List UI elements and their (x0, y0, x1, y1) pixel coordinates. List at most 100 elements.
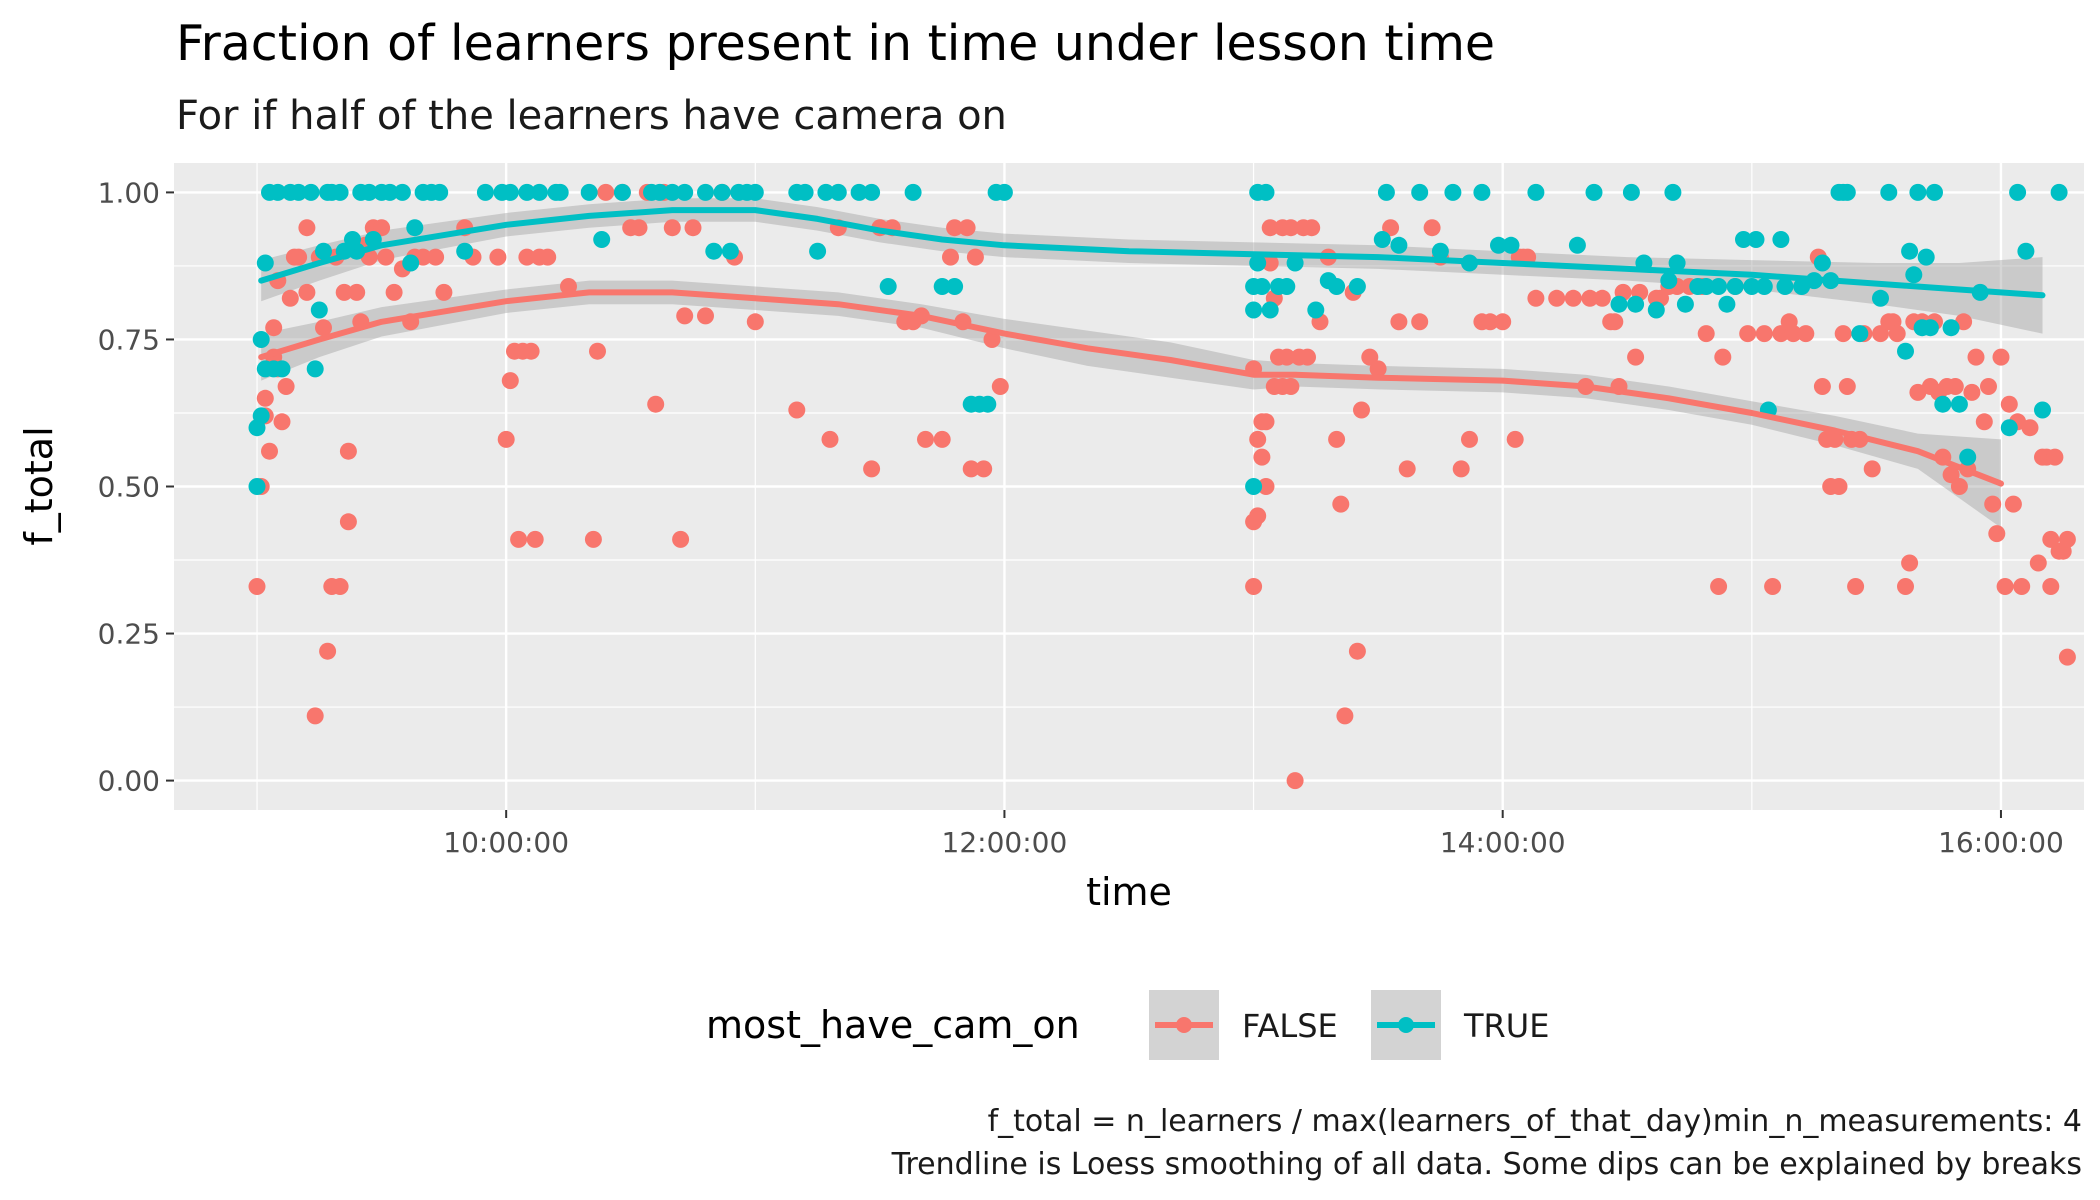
point-false (1888, 325, 1906, 343)
point-true (1743, 278, 1761, 295)
point-true (850, 183, 868, 201)
point-true (1411, 183, 1429, 201)
point-false (697, 307, 714, 325)
point-true (1473, 183, 1491, 201)
point-false (1847, 578, 1865, 595)
point-true (1253, 278, 1271, 295)
point-false (1942, 466, 1960, 484)
point-true (1747, 231, 1765, 248)
point-false (1261, 254, 1279, 272)
point-false (298, 219, 316, 237)
point-true (1261, 301, 1279, 319)
point-false (1382, 219, 1400, 237)
point-false (1739, 325, 1757, 343)
point-true (381, 183, 399, 201)
point-false (1627, 348, 1645, 366)
point-false (526, 530, 544, 548)
point-true (1934, 395, 1952, 413)
caption-line-1: f_total = n_learners / max(learners_of_t… (988, 1104, 2082, 1139)
point-false (2000, 395, 2018, 413)
point-false (1253, 448, 1271, 466)
legend-point-false (1176, 1017, 1192, 1033)
point-true (1444, 183, 1462, 201)
point-true (1851, 325, 1869, 343)
point-false (684, 219, 702, 237)
point-true (1278, 278, 1296, 295)
point-false (589, 342, 606, 360)
point-false (821, 430, 839, 448)
point-true (2034, 401, 2051, 419)
chart-subtitle: For if half of the learners have camera … (176, 93, 1007, 139)
point-true (306, 360, 324, 378)
point-true (252, 331, 270, 348)
point-false (1697, 325, 1715, 343)
point-false (1872, 325, 1889, 343)
point-false (991, 378, 1009, 395)
point-true (1490, 236, 1507, 254)
point-false (1332, 495, 1350, 513)
point-true (248, 478, 266, 495)
point-false (630, 219, 648, 237)
point-true (551, 183, 569, 201)
point-false (1249, 430, 1267, 448)
point-false (1452, 460, 1470, 478)
point-true (1431, 242, 1449, 260)
point-true (1527, 183, 1545, 201)
point-true (1502, 236, 1520, 254)
point-true (1610, 295, 1628, 313)
point-false (273, 413, 291, 431)
point-true (302, 183, 320, 201)
point-true (431, 183, 449, 201)
point-true (1664, 183, 1682, 201)
x-tick-label: 12:00:00 (942, 826, 1068, 859)
x-tick-label: 14:00:00 (1440, 826, 1566, 859)
trendline-true (258, 207, 2046, 299)
point-true (1909, 183, 1927, 201)
y-tick-label: 0.00 (98, 765, 160, 798)
point-false (331, 578, 349, 595)
point-false (1863, 460, 1881, 478)
point-true (2000, 419, 2018, 437)
point-false (942, 248, 959, 266)
point-false (539, 248, 557, 266)
point-false (435, 283, 453, 301)
point-true (1880, 183, 1898, 201)
point-true (1660, 272, 1678, 290)
point-false (501, 372, 519, 390)
point-true (1249, 254, 1267, 272)
point-true (713, 183, 731, 201)
point-false (1772, 325, 1790, 343)
y-tick-label: 0.50 (98, 471, 160, 504)
point-false (1581, 289, 1599, 307)
point-false (1257, 413, 1275, 431)
point-false (256, 389, 274, 407)
point-true (1390, 236, 1408, 254)
point-false (2042, 530, 2060, 548)
point-false (975, 460, 993, 478)
point-false (1361, 348, 1379, 366)
point-false (1527, 289, 1545, 307)
point-true (1245, 301, 1263, 319)
point-false (339, 513, 357, 531)
point-false (1278, 348, 1296, 366)
point-true (979, 395, 997, 413)
point-true (580, 183, 598, 201)
point-true (1905, 266, 1923, 284)
point-true (290, 183, 308, 201)
point-true (269, 183, 287, 201)
legend-title: most_have_cam_on (706, 1003, 1080, 1047)
point-true (946, 278, 964, 295)
point-true (809, 242, 827, 260)
point-false (2021, 419, 2039, 437)
point-false (1963, 383, 1981, 401)
point-false (2042, 578, 2060, 595)
point-false (335, 283, 353, 301)
point-false (1423, 219, 1441, 237)
point-true (1813, 254, 1831, 272)
point-false (1353, 401, 1370, 419)
point-false (983, 331, 1001, 348)
point-false (1506, 430, 1524, 448)
point-false (510, 530, 528, 548)
point-true (1950, 395, 1968, 413)
point-false (339, 442, 357, 460)
